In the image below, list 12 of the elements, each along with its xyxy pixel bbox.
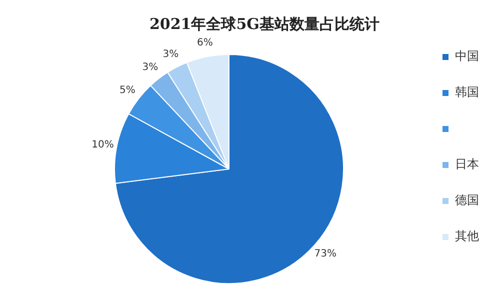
data-label: 6% <box>196 37 213 48</box>
legend-label: 中国 <box>455 49 479 64</box>
legend-label: 德国 <box>455 193 479 208</box>
chart-title: 2021年全球5G基站数量占比统计 <box>150 14 380 33</box>
legend-label: 其他 <box>455 229 479 244</box>
data-label: 73% <box>314 248 337 260</box>
data-label: 10% <box>92 140 114 151</box>
legend-label: 韩国 <box>455 85 479 100</box>
data-label: 5% <box>120 84 136 96</box>
data-label: 3% <box>142 62 158 74</box>
data-label: 3% <box>162 49 179 60</box>
legend-label: 日本 <box>455 157 479 172</box>
